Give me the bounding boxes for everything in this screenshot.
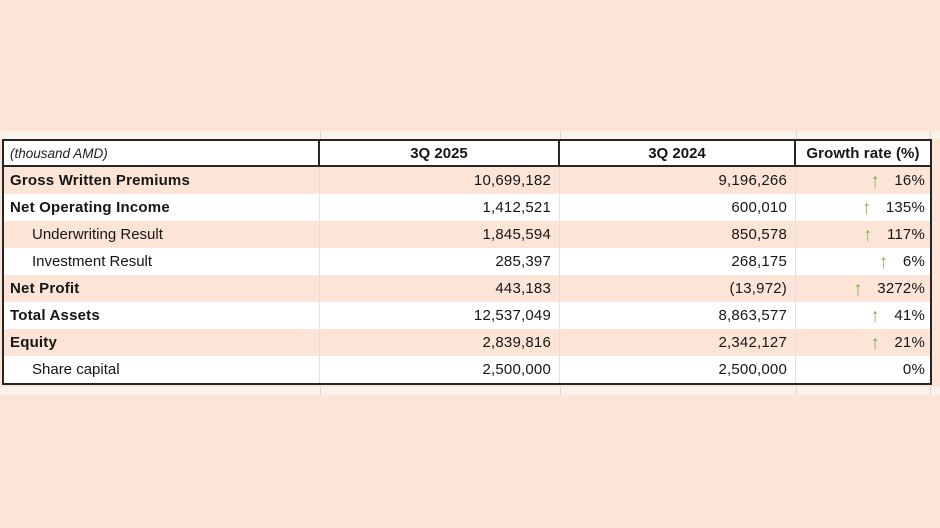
value-3q2024: 8,863,577 <box>560 302 796 329</box>
gridline <box>796 131 797 139</box>
growth-cell: ↑ 21% <box>796 329 930 356</box>
up-arrow-icon: ↑ <box>870 169 880 192</box>
growth-value: 16% <box>894 172 925 189</box>
table-row-net-profit: Net Profit 443,183 (13,972) ↑ 3272% <box>4 275 930 302</box>
gridline <box>320 387 321 395</box>
growth-cell: ↑ 6% <box>796 248 930 275</box>
growth-value: 0% <box>902 361 925 378</box>
table-row-investment-result: Investment Result 285,397 268,175 ↑ 6% <box>4 248 930 275</box>
value-3q2024: 2,500,000 <box>560 356 796 383</box>
gridline <box>320 131 321 139</box>
value-3q2025: 285,397 <box>320 248 560 275</box>
growth-cell: ↑ 16% <box>796 167 930 194</box>
row-label: Net Profit <box>4 275 320 302</box>
growth-value: 3272% <box>877 280 925 297</box>
growth-value: 6% <box>902 253 925 270</box>
table-row-total-assets: Total Assets 12,537,049 8,863,577 ↑ 41% <box>4 302 930 329</box>
value-3q2024: 850,578 <box>560 221 796 248</box>
header-col-growth-rate: Growth rate (%) <box>796 141 930 167</box>
growth-value: 117% <box>886 226 925 243</box>
gridline-strip-bottom <box>0 387 940 395</box>
table-row-underwriting-result: Underwriting Result 1,845,594 850,578 ↑ … <box>4 221 930 248</box>
table-row-share-capital: Share capital 2,500,000 2,500,000 0% <box>4 356 930 383</box>
value-3q2024: 268,175 <box>560 248 796 275</box>
table-row-gross-written-premiums: Gross Written Premiums 10,699,182 9,196,… <box>4 167 930 194</box>
row-label: Gross Written Premiums <box>4 167 320 194</box>
gridline <box>930 131 931 139</box>
growth-cell: ↑ 41% <box>796 302 930 329</box>
value-3q2025: 12,537,049 <box>320 302 560 329</box>
up-arrow-icon: ↑ <box>853 277 863 300</box>
growth-cell: ↑ 135% <box>796 194 930 221</box>
table-row-net-operating-income: Net Operating Income 1,412,521 600,010 ↑… <box>4 194 930 221</box>
row-label: Total Assets <box>4 302 320 329</box>
table-row-equity: Equity 2,839,816 2,342,127 ↑ 21% <box>4 329 930 356</box>
table-header-row: (thousand AMD) 3Q 2025 3Q 2024 Growth ra… <box>4 141 930 167</box>
header-unit-label: (thousand AMD) <box>4 141 320 167</box>
value-3q2025: 443,183 <box>320 275 560 302</box>
up-arrow-icon: ↑ <box>863 223 872 246</box>
gridline <box>930 387 931 395</box>
row-label: Net Operating Income <box>4 194 320 221</box>
value-3q2024: 2,342,127 <box>560 329 796 356</box>
up-arrow-icon: ↑ <box>870 331 880 354</box>
row-label: Underwriting Result <box>4 221 320 248</box>
gridline <box>560 387 561 395</box>
financial-results-table: (thousand AMD) 3Q 2025 3Q 2024 Growth ra… <box>2 139 932 385</box>
gridline-strip-top <box>0 131 940 139</box>
value-3q2025: 1,845,594 <box>320 221 560 248</box>
row-label: Investment Result <box>4 248 320 275</box>
value-3q2025: 2,839,816 <box>320 329 560 356</box>
growth-value: 135% <box>885 199 925 216</box>
row-label: Share capital <box>4 356 320 383</box>
value-3q2025: 10,699,182 <box>320 167 560 194</box>
value-3q2024: (13,972) <box>560 275 796 302</box>
gridline <box>560 131 561 139</box>
growth-value: 21% <box>894 334 925 351</box>
up-arrow-icon: ↑ <box>862 196 871 219</box>
up-arrow-icon: ↑ <box>879 250 888 273</box>
growth-cell: ↑ 117% <box>796 221 930 248</box>
up-arrow-icon: ↑ <box>870 304 880 327</box>
value-3q2025: 1,412,521 <box>320 194 560 221</box>
row-label: Equity <box>4 329 320 356</box>
header-col-3q2024: 3Q 2024 <box>560 141 796 167</box>
growth-cell: ↑ 3272% <box>796 275 930 302</box>
header-col-3q2025: 3Q 2025 <box>320 141 560 167</box>
growth-value: 41% <box>894 307 925 324</box>
value-3q2024: 9,196,266 <box>560 167 796 194</box>
growth-cell: 0% <box>796 356 930 383</box>
gridline <box>796 387 797 395</box>
value-3q2025: 2,500,000 <box>320 356 560 383</box>
value-3q2024: 600,010 <box>560 194 796 221</box>
